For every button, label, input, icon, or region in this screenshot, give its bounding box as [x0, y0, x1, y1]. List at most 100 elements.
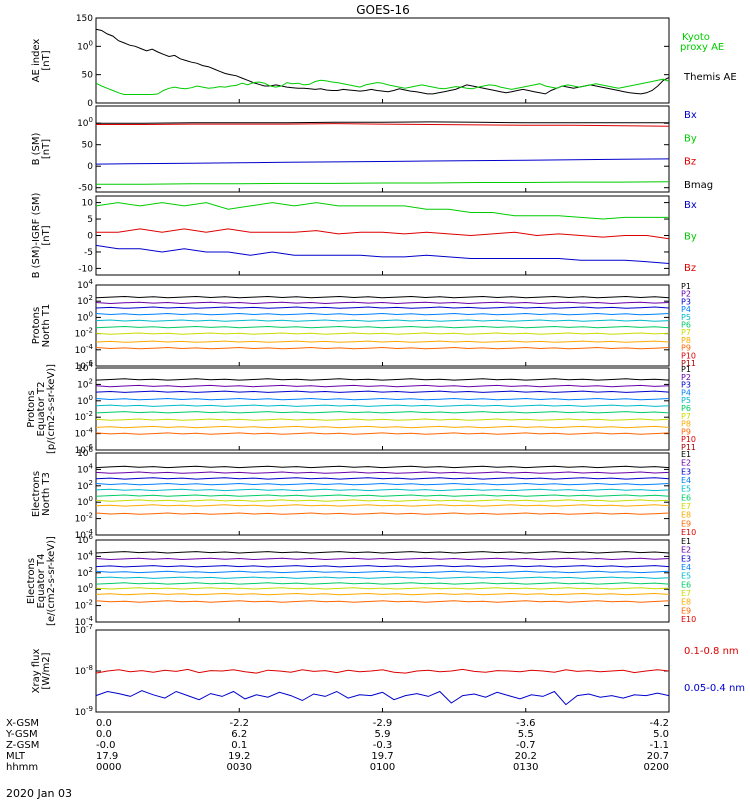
y-tick-label: -10 [78, 264, 93, 274]
series-line [95, 668, 670, 674]
y-tick-label: 104 [77, 278, 93, 291]
channel-line [95, 477, 670, 480]
channel-line [95, 600, 670, 603]
y-tick-label: 102 [77, 479, 93, 492]
axis-row-label: X-GSM [6, 718, 39, 729]
y-tick-label: 10-2 [75, 327, 93, 340]
legend-label: P5 [681, 396, 691, 405]
channel-line [95, 582, 670, 585]
channel-line [95, 418, 670, 421]
y-axis-label: ProtonsNorth T1 [31, 304, 52, 348]
channel-line [95, 494, 670, 497]
legend-label: E2 [681, 459, 691, 468]
channel-line [95, 411, 670, 414]
axis-cell: -4.2 [649, 718, 669, 729]
axis-row-label: MLT [6, 751, 26, 762]
legend-label: P8 [681, 336, 691, 345]
y-tick-label: 50 [82, 141, 94, 151]
legend-label: Bx [684, 110, 697, 121]
channel-line [95, 471, 670, 474]
y-tick-label: 10-2 [75, 512, 93, 525]
channel-line [95, 319, 670, 322]
channel-line [95, 404, 670, 407]
legend-label: P6 [681, 321, 691, 330]
time-axis-table: X-GSMY-GSMZ-GSMMLThhmm0.00.0-0.017.90000… [5, 718, 669, 773]
axis-cell: -1.1 [649, 740, 669, 751]
series-line [96, 228, 670, 240]
channel-line [95, 592, 670, 596]
channel-line [95, 384, 670, 388]
y-tick-label: 102 [77, 377, 93, 390]
legend-label: P5 [681, 313, 691, 322]
channel-line [95, 306, 670, 309]
y-axis-label: Xray flux[W/m2] [31, 649, 52, 694]
legend-label: P4 [681, 305, 691, 314]
channel-line [95, 482, 670, 486]
y-tick-label: 150 [76, 14, 93, 24]
y-tick-label: 10-4 [75, 343, 94, 356]
panel-frame [95, 17, 670, 104]
y-tick-label: -5 [84, 248, 93, 258]
channel-line [95, 397, 670, 401]
channel-line [95, 504, 670, 507]
y-tick-label: 0 [87, 232, 93, 242]
date-label: 2020 Jan 03 [6, 787, 72, 800]
panel-bdiff: -10 -5 0 5 10 B (SM)-IGRF (SM)[nT] Bx By Bz [31, 193, 697, 279]
plot-title: GOES-16 [356, 3, 410, 17]
axis-row-label: hhmm [6, 762, 38, 773]
axis-row-label: Z-GSM [6, 740, 39, 751]
y-tick-label: 104 [77, 462, 93, 475]
legend-label: E9 [681, 519, 691, 528]
axis-cell: 5.9 [375, 729, 391, 740]
legend-label: P3 [681, 381, 691, 390]
axis-cell: 17.9 [96, 751, 118, 762]
legend-label: Bmag [684, 180, 713, 191]
channel-line [95, 425, 670, 429]
legend-label: P7 [681, 412, 691, 421]
legend-label: E8 [681, 511, 691, 520]
legend-label: 0.1-0.8 nm [684, 646, 739, 657]
series-line [95, 244, 670, 264]
axis-cell: 0030 [227, 762, 252, 773]
series-line [96, 123, 670, 127]
y-axis-label: ElectronsNorth T3 [31, 471, 52, 517]
panel-frame [95, 105, 670, 193]
y-tick-label: -50 [78, 184, 93, 194]
y-tick-label: 100 [77, 116, 93, 129]
legend-label: Bx [684, 200, 697, 211]
series-line [95, 158, 670, 165]
series-line [95, 28, 670, 95]
axis-cell: -2.2 [229, 718, 249, 729]
panel-frame [95, 452, 670, 536]
legend-label: E10 [681, 615, 696, 624]
channel-line [95, 432, 670, 435]
axis-cell: 0130 [513, 762, 538, 773]
axis-cell: 20.7 [647, 751, 669, 762]
axis-cell: 0.0 [96, 718, 112, 729]
series-line [95, 202, 669, 220]
axis-cell: 0000 [96, 762, 121, 773]
channel-line [95, 557, 670, 561]
channel-line [95, 488, 670, 492]
legend-label: E3 [681, 554, 691, 563]
series-line [96, 181, 670, 185]
legend-label: E6 [681, 493, 691, 502]
axis-cell: -0.0 [96, 740, 116, 751]
y-axis-label: ProtonsEquator T2[p/(cm2-s-sr-keV)] [26, 364, 57, 454]
series-line [95, 690, 670, 706]
legend-label: P8 [681, 420, 691, 429]
y-tick-label: 100 [77, 582, 93, 595]
y-tick-label: 10-2 [75, 410, 93, 423]
axis-cell: 6.2 [231, 729, 247, 740]
y-tick-label: 102 [77, 294, 93, 307]
legend-label: P11 [681, 359, 696, 368]
axis-row-label: Y-GSM [5, 729, 38, 740]
y-tick-label: 0 [87, 162, 93, 172]
channel-line [95, 551, 670, 554]
legend-label: P1 [681, 365, 691, 374]
y-tick-label: 100 [77, 310, 93, 323]
